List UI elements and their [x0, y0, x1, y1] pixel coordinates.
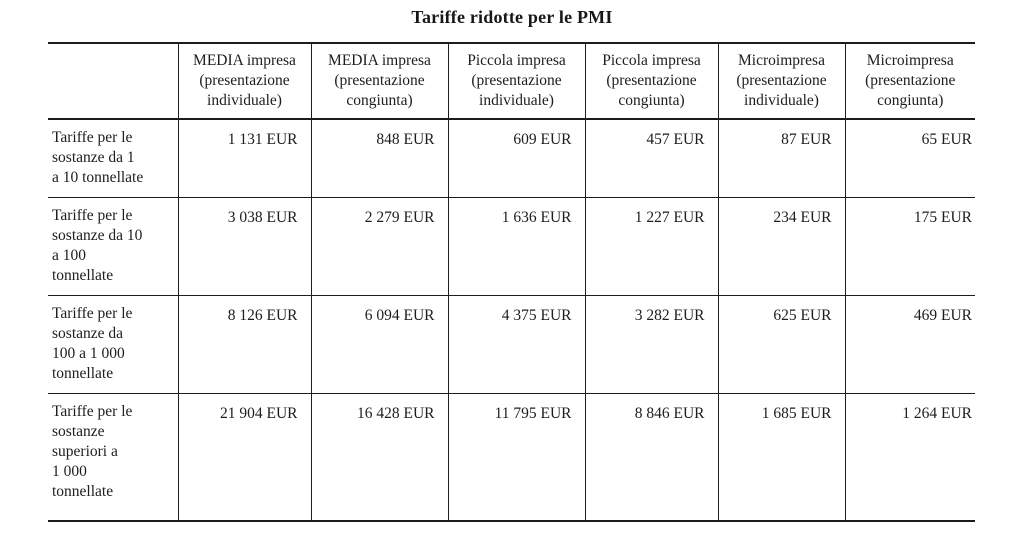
- tariff-value: 11 795 EUR: [447, 392, 585, 521]
- column-header-media-individuale: MEDIA impresa (presentazione individuale…: [177, 43, 311, 120]
- tariff-value: 2 279 EUR: [310, 196, 448, 295]
- tariff-value: 8 126 EUR: [177, 294, 311, 393]
- column-header-micro-individuale: Microimpresa (presentazione individuale): [717, 43, 845, 120]
- row-label: Tariffe per le sostanze da 10 a 100 tonn…: [48, 196, 178, 295]
- tariff-value: 1 636 EUR: [447, 196, 585, 295]
- tariff-value: 1 685 EUR: [717, 392, 845, 521]
- tariff-value: 234 EUR: [717, 196, 845, 295]
- tariff-value: 6 094 EUR: [310, 294, 448, 393]
- tariff-value: 848 EUR: [310, 119, 448, 197]
- tariff-value: 625 EUR: [717, 294, 845, 393]
- tariff-value: 469 EUR: [844, 294, 975, 393]
- table-title: Tariffe ridotte per le PMI: [411, 7, 613, 27]
- corner-cell: [48, 43, 178, 120]
- tariff-value: 1 131 EUR: [177, 119, 311, 197]
- tariff-value: 21 904 EUR: [177, 392, 311, 521]
- column-header-media-congiunta: MEDIA impresa (presentazione congiunta): [310, 43, 448, 120]
- table-row-100-1000-tonnellate: Tariffe per le sostanze da 100 a 1 000 t…: [48, 294, 975, 393]
- tariff-value: 1 264 EUR: [844, 392, 975, 521]
- table-row-over-1000-tonnellate: Tariffe per le sostanze superiori a 1 00…: [48, 392, 975, 521]
- tariff-value: 457 EUR: [584, 119, 718, 197]
- table-row-10-100-tonnellate: Tariffe per le sostanze da 10 a 100 tonn…: [48, 196, 975, 295]
- row-label: Tariffe per le sostanze da 100 a 1 000 t…: [48, 294, 178, 393]
- sme-tariff-table: MEDIA impresa (presentazione individuale…: [48, 42, 975, 522]
- row-label: Tariffe per le sostanze da 1 a 10 tonnel…: [52, 129, 144, 187]
- tariff-value: 3 038 EUR: [177, 196, 311, 295]
- tariff-value: 609 EUR: [447, 119, 585, 197]
- table-row-1-10-tonnellate: Tariffe per le sostanze da 1 a 10 tonnel…: [48, 119, 975, 197]
- tariff-value: 16 428 EUR: [310, 392, 448, 521]
- tariff-value: 1 227 EUR: [584, 196, 718, 295]
- tariff-value: 4 375 EUR: [447, 294, 585, 393]
- tariff-value: 8 846 EUR: [584, 392, 718, 521]
- header-row: MEDIA impresa (presentazione individuale…: [48, 43, 975, 120]
- column-header-piccola-individuale: Piccola impresa (presentazione individua…: [447, 43, 585, 120]
- tariff-value: 3 282 EUR: [584, 294, 718, 393]
- column-header-piccola-congiunta: Piccola impresa (presentazione congiunta…: [584, 43, 718, 120]
- tariff-value: 65 EUR: [844, 119, 975, 197]
- tariff-value: 87 EUR: [717, 119, 845, 197]
- row-label: Tariffe per le sostanze superiori a 1 00…: [48, 392, 178, 521]
- column-header-micro-congiunta: Microimpresa (presentazione congiunta): [844, 43, 975, 120]
- tariff-value: 175 EUR: [844, 196, 975, 295]
